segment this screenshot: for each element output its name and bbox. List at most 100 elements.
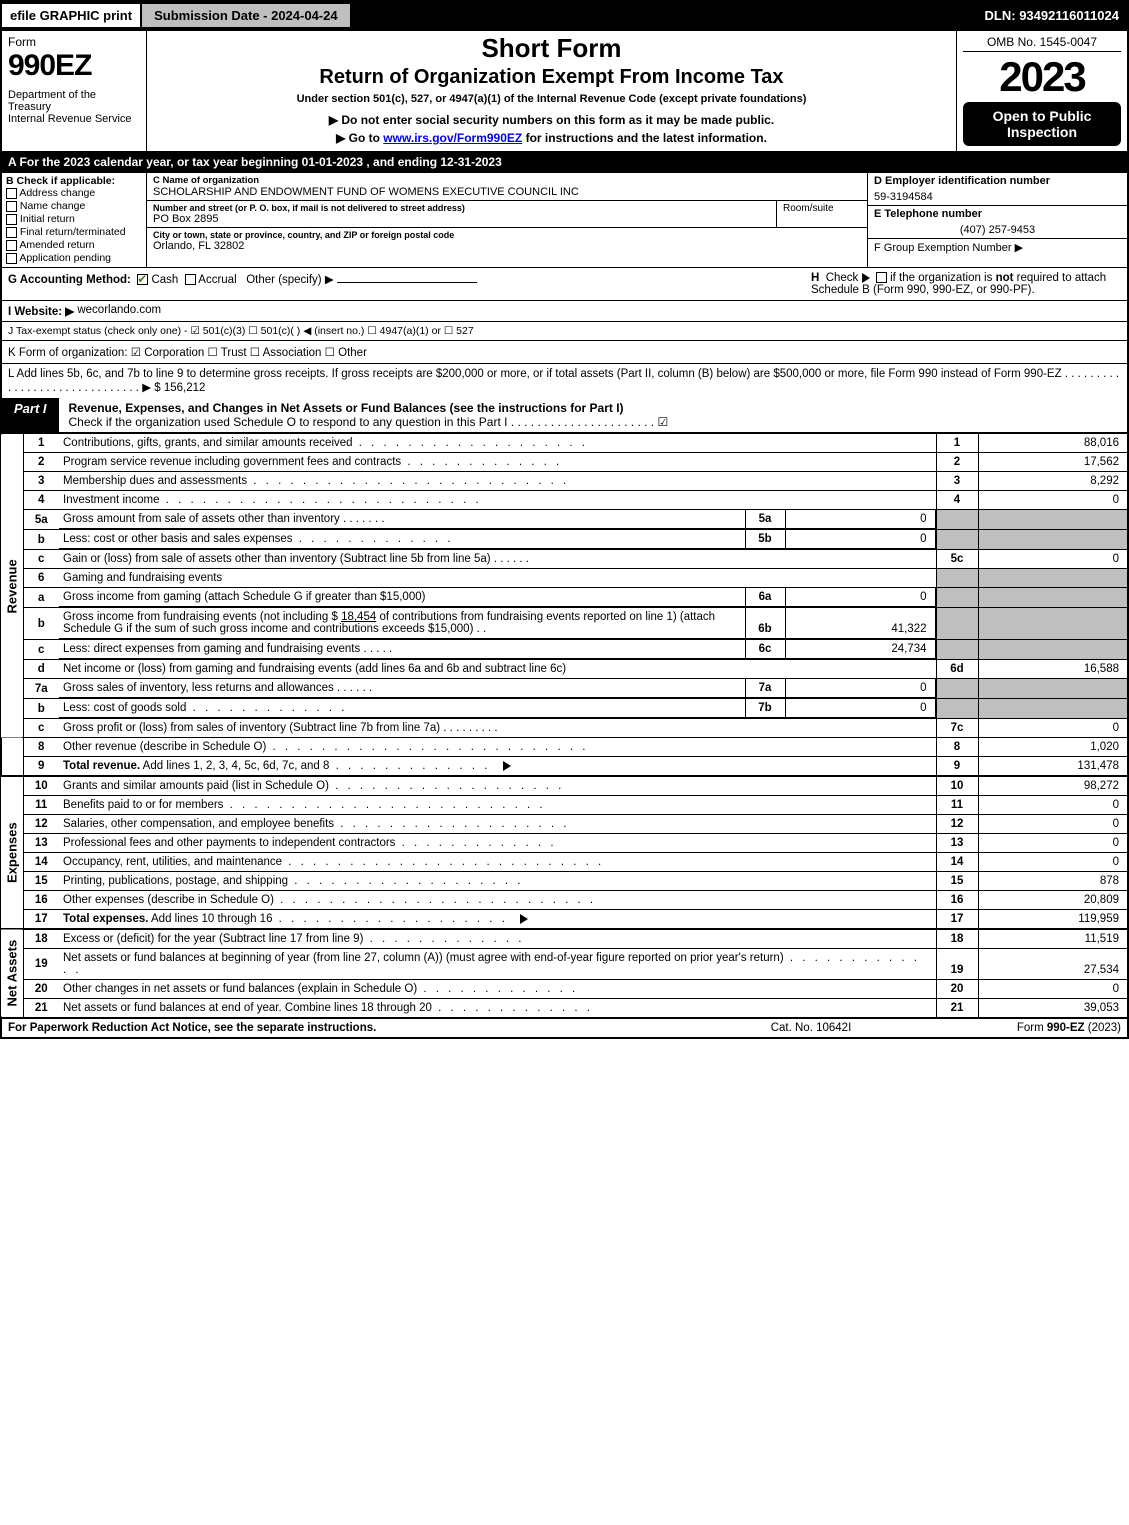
l14-box: 14 bbox=[936, 853, 978, 872]
l13-desc: Professional fees and other payments to … bbox=[63, 837, 395, 849]
l6c-subval: 24,734 bbox=[785, 640, 935, 659]
l10-desc: Grants and similar amounts paid (list in… bbox=[63, 780, 329, 792]
line-6d: dNet income or (loss) from gaming and fu… bbox=[1, 660, 1128, 679]
line-6a: aGross income from gaming (attach Schedu… bbox=[1, 588, 1128, 608]
group-exemption: F Group Exemption Number ▶ bbox=[868, 239, 1127, 256]
title-short-form: Short Form bbox=[155, 33, 948, 64]
chk-application-pending[interactable]: Application pending bbox=[6, 252, 142, 264]
line-14: 14Occupancy, rent, utilities, and mainte… bbox=[1, 853, 1128, 872]
l11-box: 11 bbox=[936, 796, 978, 815]
l12-desc: Salaries, other compensation, and employ… bbox=[63, 818, 334, 830]
rev-sidebar-bottom bbox=[1, 738, 23, 777]
l1-box: 1 bbox=[936, 434, 978, 453]
l19-box: 19 bbox=[936, 949, 978, 980]
room-suite: Room/suite bbox=[777, 201, 867, 227]
l5a-subval: 0 bbox=[785, 510, 935, 529]
l20-box: 20 bbox=[936, 980, 978, 999]
row-i: I Website: ▶ wecorlando.com bbox=[2, 301, 1127, 322]
l6c-box-grey bbox=[936, 640, 978, 660]
chk-name-change[interactable]: Name change bbox=[6, 200, 142, 212]
l15-desc: Printing, publications, postage, and shi… bbox=[63, 875, 288, 887]
l7a-subval: 0 bbox=[785, 679, 935, 698]
l6a-amt-grey bbox=[978, 588, 1128, 608]
l7a-desc: Gross sales of inventory, less returns a… bbox=[63, 682, 334, 694]
expenses-sidebar: Expenses bbox=[1, 776, 23, 929]
part1-subtitle: Check if the organization used Schedule … bbox=[69, 415, 669, 429]
l13-amt: 0 bbox=[978, 834, 1128, 853]
row-g-h: G Accounting Method: Cash Accrual Other … bbox=[2, 268, 1127, 301]
l1-amt: 88,016 bbox=[978, 434, 1128, 453]
chk-amended-return[interactable]: Amended return bbox=[6, 239, 142, 251]
addr-row: Number and street (or P. O. box, if mail… bbox=[147, 201, 867, 228]
footer-left: For Paperwork Reduction Act Notice, see … bbox=[8, 1022, 681, 1034]
section-kl: K Form of organization: ☑ Corporation ☐ … bbox=[0, 340, 1129, 398]
chk-final-return[interactable]: Final return/terminated bbox=[6, 226, 142, 238]
irs-link[interactable]: www.irs.gov/Form990EZ bbox=[383, 131, 522, 145]
l9-box: 9 bbox=[936, 757, 978, 777]
subtitle-ssn: ▶ Do not enter social security numbers o… bbox=[155, 113, 948, 127]
l3-desc: Membership dues and assessments bbox=[63, 475, 247, 487]
l13-box: 13 bbox=[936, 834, 978, 853]
l4-box: 4 bbox=[936, 491, 978, 510]
l18-box: 18 bbox=[936, 929, 978, 949]
l10-box: 10 bbox=[936, 776, 978, 796]
line-9: 9Total revenue. Add lines 1, 2, 3, 4, 5c… bbox=[1, 757, 1128, 777]
l15-amt: 878 bbox=[978, 872, 1128, 891]
line-5b: bLess: cost or other basis and sales exp… bbox=[1, 530, 1128, 550]
chk-label: Application pending bbox=[19, 252, 111, 264]
line-18: Net Assets 18Excess or (deficit) for the… bbox=[1, 929, 1128, 949]
chk-accrual[interactable] bbox=[185, 274, 196, 285]
l5b-amt-grey bbox=[978, 530, 1128, 550]
l7b-desc: Less: cost of goods sold bbox=[63, 702, 186, 714]
l7b-amt-grey bbox=[978, 699, 1128, 719]
chk-address-change[interactable]: Address change bbox=[6, 187, 142, 199]
l19-amt: 27,534 bbox=[978, 949, 1128, 980]
title-return: Return of Organization Exempt From Incom… bbox=[155, 66, 948, 89]
fr-post: (2023) bbox=[1085, 1022, 1121, 1034]
goto-post: for instructions and the latest informat… bbox=[522, 131, 767, 145]
line-15: 15Printing, publications, postage, and s… bbox=[1, 872, 1128, 891]
l6c-desc: Less: direct expenses from gaming and fu… bbox=[63, 643, 360, 655]
form-mid: Short Form Return of Organization Exempt… bbox=[147, 31, 957, 151]
city-label: City or town, state or province, country… bbox=[153, 230, 861, 240]
l14-amt: 0 bbox=[978, 853, 1128, 872]
line-3: 3Membership dues and assessments38,292 bbox=[1, 472, 1128, 491]
omb-number: OMB No. 1545-0047 bbox=[963, 35, 1121, 52]
l5b-desc: Less: cost or other basis and sales expe… bbox=[63, 533, 293, 545]
l21-amt: 39,053 bbox=[978, 999, 1128, 1018]
l2-amt: 17,562 bbox=[978, 453, 1128, 472]
ein-value: 59-3194584 bbox=[868, 189, 1127, 206]
chk-cash[interactable] bbox=[137, 274, 148, 285]
l7c-box: 7c bbox=[936, 719, 978, 738]
revenue-table: Revenue 1Contributions, gifts, grants, a… bbox=[0, 434, 1129, 1018]
chk-initial-return[interactable]: Initial return bbox=[6, 213, 142, 225]
l6c-amt-grey bbox=[978, 640, 1128, 660]
chk-label: Final return/terminated bbox=[20, 226, 126, 238]
l6-amt-grey bbox=[978, 569, 1128, 588]
l6c-sub: 6c bbox=[745, 640, 785, 659]
fr-bold: 990-EZ bbox=[1047, 1022, 1085, 1034]
l16-desc: Other expenses (describe in Schedule O) bbox=[63, 894, 274, 906]
l5c-box: 5c bbox=[936, 550, 978, 569]
l21-desc: Net assets or fund balances at end of ye… bbox=[63, 1002, 432, 1014]
l12-box: 12 bbox=[936, 815, 978, 834]
line-8: 8Other revenue (describe in Schedule O)8… bbox=[1, 738, 1128, 757]
chk-schedule-b[interactable] bbox=[876, 272, 887, 283]
part1-label: Part I bbox=[2, 398, 61, 432]
l6a-sub: 6a bbox=[745, 588, 785, 607]
l7b-subval: 0 bbox=[785, 699, 935, 718]
phone-label: E Telephone number bbox=[868, 206, 1127, 222]
row-h: H Check if the organization is not requi… bbox=[801, 272, 1121, 296]
l5a-box-grey bbox=[936, 510, 978, 530]
efile-print-button[interactable]: efile GRAPHIC print bbox=[2, 4, 140, 27]
row-l: L Add lines 5b, 6c, and 7b to line 9 to … bbox=[2, 363, 1127, 398]
form-right: OMB No. 1545-0047 2023 Open to Public In… bbox=[957, 31, 1127, 151]
l16-box: 16 bbox=[936, 891, 978, 910]
org-name-row: C Name of organization SCHOLARSHIP AND E… bbox=[147, 173, 867, 201]
l8-amt: 1,020 bbox=[978, 738, 1128, 757]
triangle-icon bbox=[503, 761, 511, 771]
g-cash: Cash bbox=[151, 274, 178, 286]
l3-box: 3 bbox=[936, 472, 978, 491]
l6a-box-grey bbox=[936, 588, 978, 608]
form-word: Form bbox=[8, 35, 140, 49]
